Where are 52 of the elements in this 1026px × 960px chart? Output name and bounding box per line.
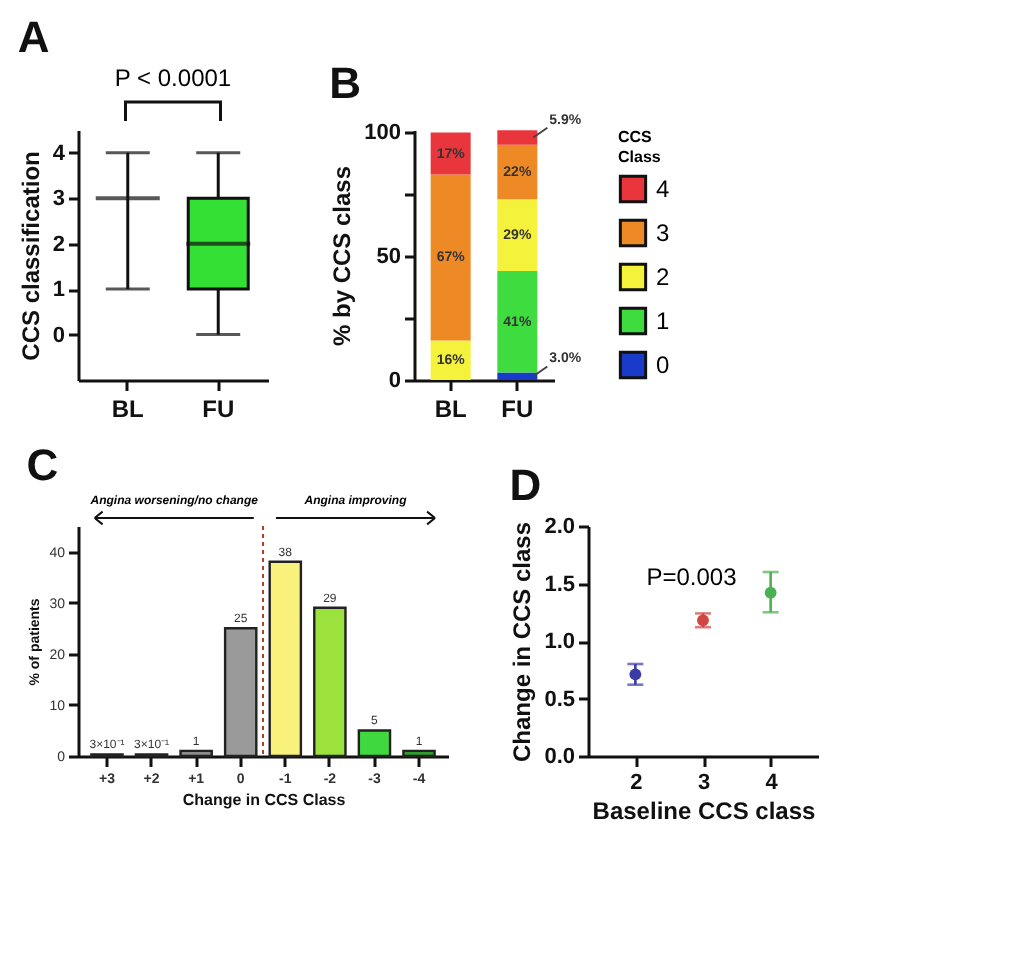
point — [764, 586, 777, 599]
x-tick-label: 2 — [630, 771, 643, 795]
chart-title: D — [509, 460, 542, 510]
bar — [268, 560, 303, 758]
bar — [179, 749, 213, 758]
chart-title: C — [26, 440, 59, 490]
y-axis-title: % by CCS class — [328, 165, 357, 347]
x-tick-label: FU — [501, 395, 534, 423]
legend-label: 0 — [656, 351, 670, 379]
chart-title: B — [329, 57, 362, 108]
bar — [402, 749, 436, 758]
y-tick-label: 0.5 — [544, 687, 575, 712]
bar — [497, 271, 538, 373]
bar — [497, 372, 538, 380]
y-axis-title: CCS classification — [16, 151, 45, 361]
bar — [223, 627, 258, 758]
legend-label: 1 — [656, 307, 670, 335]
y-tick-label: 2.0 — [544, 515, 575, 539]
legend-label: 4 — [656, 175, 670, 203]
text: P < 0.0001 — [114, 64, 232, 92]
y-axis-title: Change in CCS class — [508, 521, 537, 763]
bar — [357, 729, 392, 758]
x-tick-label: BL — [111, 395, 144, 423]
y-tick-label: 4 — [52, 141, 67, 166]
y-tick-label: 1.5 — [544, 572, 575, 597]
y-tick-label: 1 — [52, 278, 65, 303]
x-tick-label: BL — [434, 395, 467, 423]
y-tick-label: 1.0 — [544, 630, 575, 654]
y-tick-label: 0 — [52, 323, 65, 348]
y-tick-label: 50 — [376, 245, 401, 270]
y-tick-label: 100 — [364, 121, 401, 146]
x-tick-label: 4 — [765, 771, 780, 795]
point — [629, 668, 642, 681]
legend-label: 2 — [656, 263, 670, 291]
x-axis-title: Change in CCS Class — [182, 791, 347, 809]
y-tick-label: 0.0 — [544, 745, 575, 769]
x-axis-title: Baseline CCS class — [592, 797, 817, 825]
y-tick-label: 2 — [52, 232, 65, 257]
bar — [497, 130, 538, 145]
bar — [497, 144, 538, 200]
chart-title: A — [17, 12, 50, 62]
bar — [497, 199, 538, 272]
annotation: P=0.003 — [646, 562, 738, 591]
bar — [430, 174, 471, 341]
bar — [313, 606, 347, 758]
x-tick-label: FU — [202, 395, 235, 423]
y-tick-label: 3 — [52, 187, 65, 212]
bar — [430, 132, 471, 175]
legend-label: 3 — [656, 219, 670, 247]
legend-title: CCS Class — [618, 128, 662, 166]
y-tick-label: 0 — [388, 369, 401, 393]
x-tick-label: 3 — [697, 771, 711, 795]
